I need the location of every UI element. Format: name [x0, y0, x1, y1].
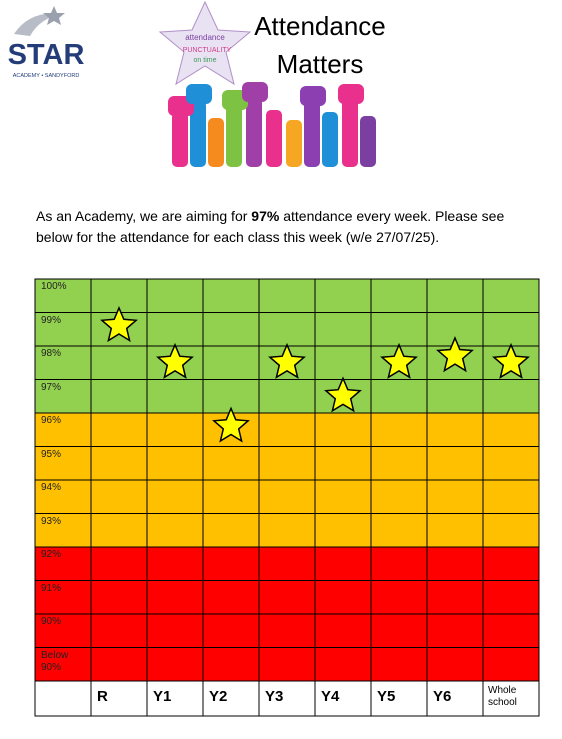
band	[34, 546, 540, 581]
x-tick-label: Whole school	[488, 685, 517, 708]
banner: attendance PUNCTUALITY on time Attendanc…	[158, 0, 386, 167]
attendance-star	[492, 342, 530, 379]
band	[34, 613, 540, 648]
attendance-star	[156, 342, 194, 379]
y-tick-label: 96%	[41, 415, 62, 426]
svg-text:on time: on time	[194, 57, 217, 64]
logo-tagline: ACADEMY • SANDYFORD	[13, 73, 80, 79]
attendance-star	[100, 305, 138, 343]
y-tick-label: 98%	[41, 348, 62, 359]
intro-text: As an Academy, we are aiming for 97% att…	[36, 206, 536, 248]
y-tick-label: 95%	[41, 448, 62, 460]
target-value: 97%	[251, 208, 280, 224]
svg-text:attendance: attendance	[185, 33, 225, 42]
svg-text:PUNCTUALITY: PUNCTUALITY	[183, 47, 232, 54]
y-tick-label: 97%	[41, 381, 62, 393]
banner-title: Matters	[277, 49, 364, 79]
x-tick-label: Y4	[321, 688, 340, 705]
x-tick-label: Y3	[265, 688, 284, 705]
intro-text-part: As an Academy, we are aiming for	[36, 208, 252, 224]
x-tick-label: Y6	[433, 688, 452, 705]
attendance-star	[380, 342, 418, 379]
y-tick-label: 93%	[41, 515, 62, 527]
band	[34, 513, 540, 548]
band	[34, 412, 540, 447]
intro-text-part: attendance every week. Please see below …	[36, 208, 505, 245]
x-tick-label: Y2	[209, 688, 228, 705]
logo: STAR ACADEMY • SANDYFORD	[8, 6, 85, 79]
band	[34, 379, 540, 414]
x-tick-label: R	[97, 688, 108, 705]
attendance-star	[268, 342, 306, 379]
hands-illustration	[168, 82, 376, 167]
y-tick-label: 91%	[41, 582, 62, 594]
y-tick-label: 90%	[41, 616, 62, 627]
x-tick-label: Y1	[153, 688, 172, 705]
attendance-star	[324, 376, 362, 413]
band	[34, 647, 540, 682]
logo-name: STAR	[8, 39, 85, 71]
y-tick-label: 94%	[41, 482, 62, 493]
attendance-star	[212, 406, 250, 443]
x-tick-label: Y5	[377, 688, 396, 705]
band	[34, 278, 540, 313]
y-tick-label: Below 90%	[41, 649, 69, 673]
y-tick-label: 99%	[41, 314, 62, 326]
attendance-star	[436, 336, 474, 373]
banner-title: Attendance	[254, 11, 386, 41]
band	[34, 580, 540, 615]
band	[34, 446, 540, 481]
y-tick-label: 92%	[41, 549, 62, 560]
table-border	[34, 278, 540, 717]
attendance-chart	[34, 278, 540, 717]
y-tick-label: 100%	[41, 281, 67, 292]
band	[34, 479, 540, 514]
